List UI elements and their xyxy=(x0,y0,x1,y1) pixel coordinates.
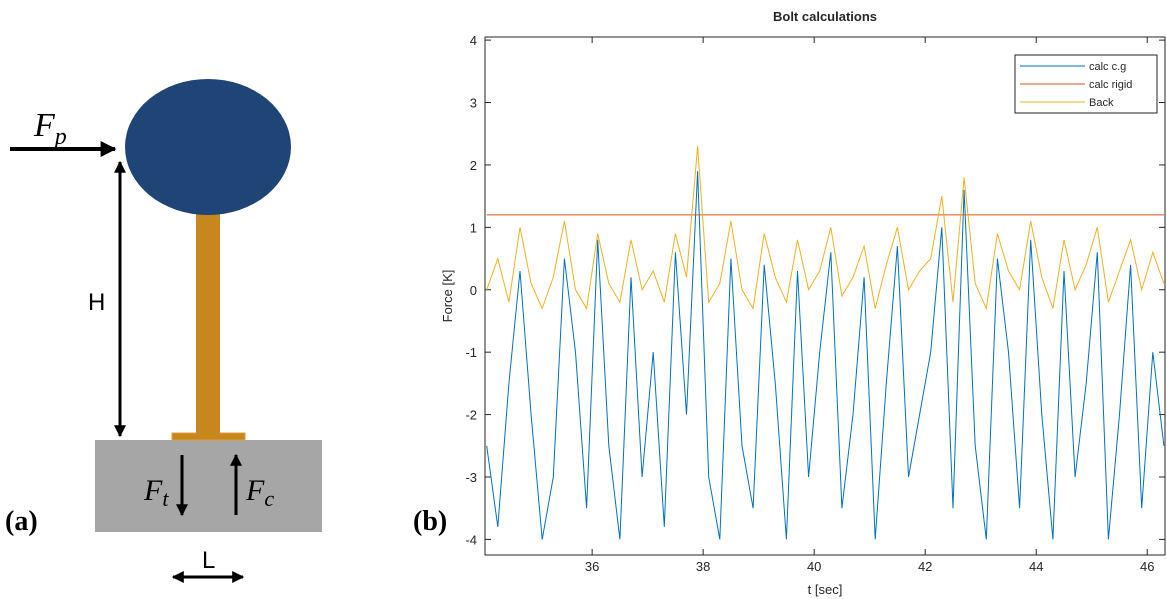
tension-force: Ft xyxy=(143,474,169,511)
push-force: Fp xyxy=(33,107,67,150)
legend-label: Back xyxy=(1089,97,1114,109)
subscript: t xyxy=(162,486,169,511)
compression-force: Fc xyxy=(245,474,274,511)
legend-label: calc c.g xyxy=(1089,61,1126,73)
y-tick-label: -4 xyxy=(465,532,477,547)
series-line xyxy=(486,146,1165,311)
y-tick-label: -1 xyxy=(465,345,477,360)
diagram: Fp Ft Fc H L (a) (b) xyxy=(5,79,447,583)
legend: calc c.g calc rigid Back xyxy=(1014,54,1158,114)
y-axis-label: Force [K] xyxy=(440,270,455,323)
plot-area xyxy=(485,37,1165,555)
x-tick-label: 36 xyxy=(585,559,599,574)
x-tick-label: 42 xyxy=(918,559,932,574)
y-tick-label: 4 xyxy=(470,33,477,48)
symbol: F xyxy=(143,474,163,507)
y-tick-label: -2 xyxy=(465,408,477,423)
panel-label: (b) xyxy=(413,506,447,537)
post xyxy=(196,212,220,434)
y-tick-label: 1 xyxy=(470,220,477,235)
chart-title: Bolt calculations xyxy=(773,9,877,24)
plot-lines xyxy=(486,146,1165,540)
chart: Bolt calculations t [sec] Force [K] -4 -3… xyxy=(440,9,1166,597)
sign-disc xyxy=(125,79,291,215)
x-axis-label: t [sec] xyxy=(808,582,843,597)
x-tick-label: 46 xyxy=(1140,559,1154,574)
y-tick-label: -3 xyxy=(465,470,477,485)
base-block xyxy=(95,440,322,532)
legend-label: calc rigid xyxy=(1089,79,1132,91)
symbol: F xyxy=(33,107,56,144)
subscript: c xyxy=(264,486,274,511)
x-tick-label: 40 xyxy=(807,559,821,574)
x-tick-label: 38 xyxy=(696,559,710,574)
x-tick-label: 44 xyxy=(1029,559,1043,574)
y-tick-label: 3 xyxy=(470,96,477,111)
height-label: H xyxy=(88,289,105,316)
y-tick-label: 2 xyxy=(470,158,477,173)
length-label: L xyxy=(202,547,215,574)
panel-label: (a) xyxy=(5,506,38,537)
axes-box xyxy=(484,36,1166,556)
series-line xyxy=(486,171,1165,540)
y-tick-label: 0 xyxy=(470,283,477,298)
symbol: F xyxy=(245,474,265,507)
subscript: p xyxy=(53,124,67,150)
flange xyxy=(171,432,246,441)
